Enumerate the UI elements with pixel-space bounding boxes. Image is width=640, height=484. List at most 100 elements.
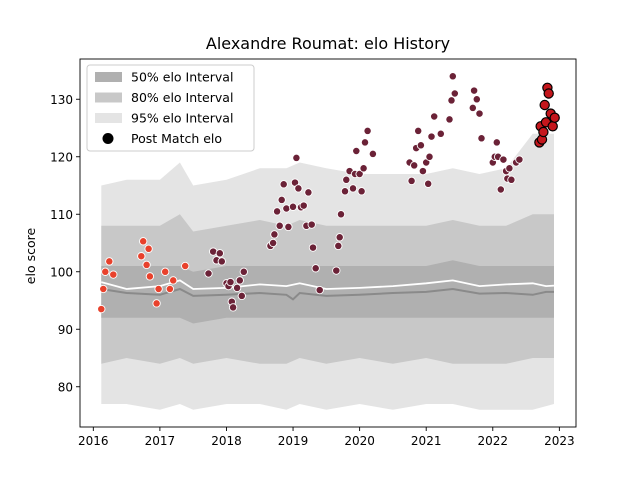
elo-point (538, 126, 549, 138)
y-tick-label: 130 (50, 93, 73, 107)
elo-point (445, 115, 454, 124)
axes-frame (79, 58, 577, 428)
median-elo-line (101, 287, 554, 301)
elo-point (307, 220, 316, 229)
x-tick-label: 2023 (544, 434, 575, 448)
elo-point (315, 285, 324, 295)
elo-point (277, 195, 286, 205)
y-tick-label: 80 (58, 380, 73, 394)
elo-point (342, 175, 351, 184)
elo-point (468, 103, 477, 113)
elo-point (139, 237, 148, 246)
elo-point (472, 95, 481, 104)
elo-point (368, 149, 378, 159)
chart-title: Alexandre Roumat: elo History (206, 34, 450, 53)
elo-point (335, 233, 344, 242)
elo-point (430, 112, 439, 121)
legend-label: 95% elo Interval (131, 111, 233, 126)
elo-point (99, 284, 108, 294)
elo-point (235, 276, 244, 285)
elo-point (97, 304, 106, 314)
band-p50 (101, 260, 555, 324)
x-tick-label: 2022 (478, 434, 509, 448)
elo-point (499, 155, 508, 164)
axes: 2016 2017 2018 2019 2020 2021 2022 2023 80 90 100 1… (50, 58, 577, 448)
elo-point (270, 230, 279, 239)
elo-point (547, 121, 558, 132)
elo-point (340, 187, 350, 196)
elo-point (294, 184, 303, 193)
elo-point (360, 138, 370, 147)
elo-point (450, 89, 459, 98)
x-tick-label: 2021 (411, 434, 442, 448)
elo-point (448, 72, 457, 81)
elo-point (359, 164, 368, 173)
y-tick-label: 90 (58, 323, 73, 337)
x-tick-label: 2019 (278, 434, 309, 448)
expected-elo-line (101, 279, 555, 290)
elo-point (228, 303, 238, 312)
elo-point (447, 96, 456, 105)
elo-point (496, 185, 505, 194)
elo-point (436, 129, 445, 138)
elo-point (311, 264, 320, 273)
elo-point (469, 86, 479, 95)
elo-point (505, 164, 514, 173)
elo-point (215, 249, 224, 258)
elo-point (109, 270, 118, 279)
elo-point (154, 284, 163, 294)
y-tick-label: 100 (50, 265, 73, 279)
y-axis-label: elo score (23, 228, 38, 285)
legend-swatch (95, 92, 122, 103)
elo-point (304, 188, 313, 197)
elo-point (427, 132, 436, 141)
elo-point (299, 201, 308, 210)
legend-label: Post Match elo (131, 131, 222, 146)
elo-point (217, 257, 226, 266)
elo-point (144, 244, 153, 253)
elo-point (204, 269, 213, 278)
elo-point (352, 146, 361, 156)
elo-point (336, 210, 346, 219)
legend-label: 50% elo Interval (131, 70, 233, 85)
elo-point (145, 272, 155, 281)
y-tick-label: 120 (50, 150, 73, 164)
elo-point (348, 184, 358, 193)
elo-point (507, 175, 516, 184)
x-tick-label: 2016 (78, 434, 109, 448)
elo-point (410, 161, 419, 170)
elo-point (226, 277, 235, 287)
elo-point (334, 241, 343, 251)
elo-point (272, 207, 282, 216)
plot-area (97, 72, 560, 410)
elo-point (284, 222, 293, 232)
elo-point (137, 252, 146, 261)
elo-point (492, 138, 501, 147)
elo-point (414, 126, 423, 136)
elo-point (105, 257, 114, 266)
elo-point (357, 187, 366, 196)
x-tick-label: 2020 (344, 434, 375, 448)
elo-point (288, 202, 298, 211)
elo-point (549, 112, 560, 123)
elo-point (425, 152, 434, 161)
legend-box (86, 64, 255, 152)
elo-point (161, 267, 170, 276)
elo-point (355, 169, 364, 179)
elo-point (363, 126, 372, 136)
elo-point (101, 267, 110, 276)
elo-point (169, 276, 178, 285)
elo-point (543, 88, 554, 99)
elo-point (515, 155, 524, 164)
elo-point (539, 99, 550, 111)
elo-point (165, 284, 175, 294)
elo-point (407, 176, 416, 186)
elo-point (237, 291, 246, 301)
elo-point (424, 179, 433, 188)
elo-point (477, 134, 486, 143)
x-tick-label: 2017 (145, 434, 176, 448)
elo-point (142, 260, 151, 270)
elo-point (268, 238, 278, 248)
elo-point (232, 283, 242, 293)
